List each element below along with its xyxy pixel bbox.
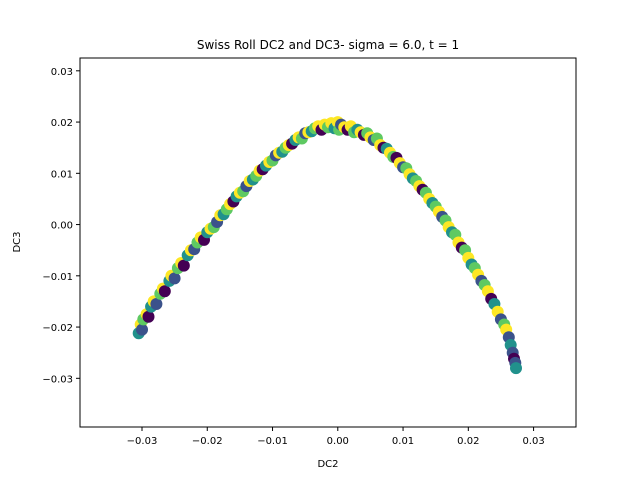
x-tick-label: 0.01 — [392, 436, 414, 447]
data-point — [136, 323, 148, 336]
data-point — [177, 259, 190, 272]
data-point — [150, 298, 163, 310]
y-tick-label: 0.01 — [51, 169, 73, 180]
data-points — [132, 116, 522, 375]
data-point — [158, 285, 171, 298]
y-tick-label: −0.01 — [42, 272, 73, 283]
data-point — [168, 272, 181, 285]
y-tick-label: −0.02 — [42, 323, 73, 334]
plot-area-frame — [79, 57, 577, 428]
x-tick-label: 0.03 — [522, 436, 544, 447]
axis-ticks: −0.03 −0.02 −0.01 0.00 0.01 0.02 0.03 −0.03 −0.0… — [42, 67, 544, 447]
y-tick-label: 0.00 — [51, 221, 73, 232]
chart-title: Swiss Roll DC2 and DC3- sigma = 6.0, t =… — [197, 38, 459, 52]
x-tick-label: 0.00 — [327, 436, 349, 447]
y-tick-label: −0.03 — [42, 374, 73, 385]
x-axis-title: DC2 — [317, 459, 338, 470]
y-axis-title: DC3 — [12, 231, 23, 252]
x-tick-label: −0.02 — [192, 436, 223, 447]
x-tick-label: −0.03 — [127, 436, 158, 447]
x-tick-label: 0.02 — [457, 436, 479, 447]
data-point — [510, 362, 522, 375]
y-tick-label: 0.03 — [51, 67, 73, 78]
y-tick-label: 0.02 — [51, 118, 73, 129]
x-tick-label: −0.01 — [257, 436, 288, 447]
data-point — [142, 310, 155, 323]
